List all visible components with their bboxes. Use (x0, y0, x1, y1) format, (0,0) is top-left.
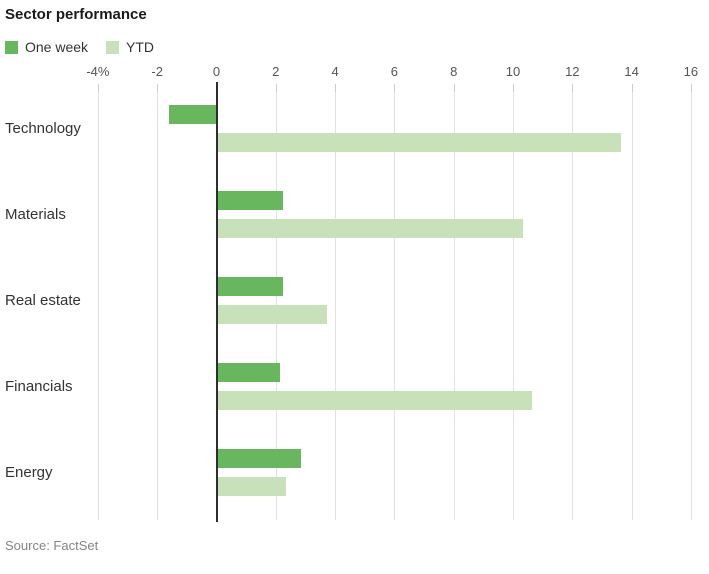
category-label-financials: Financials (5, 377, 73, 395)
x-tick-mark-10 (513, 84, 514, 92)
gridline--2 (157, 92, 159, 520)
x-tick-label-6: 6 (390, 64, 398, 79)
legend-label-one-week: One week (25, 39, 89, 55)
gridline-8 (453, 92, 455, 520)
legend-swatch-one-week (5, 40, 18, 54)
bar-ytd-energy (217, 477, 286, 496)
legend-swatch-ytd (106, 40, 120, 54)
x-tick-mark-6 (394, 84, 396, 92)
x-tick-label-16: 16 (683, 64, 699, 79)
x-tick-mark-2 (275, 84, 277, 92)
bar-ytd-technology (217, 133, 621, 152)
gridline-12 (572, 92, 574, 520)
category-label-real-estate: Real estate (5, 291, 81, 309)
chart-legend: One week YTD (5, 39, 154, 55)
category-label-technology: Technology (5, 119, 81, 137)
x-tick-label--2: -2 (151, 64, 163, 79)
gridline-10 (513, 92, 514, 520)
x-tick-mark-16 (690, 84, 692, 92)
gridline-6 (394, 92, 396, 520)
bar-one-week-materials (217, 191, 283, 210)
category-label-materials: Materials (5, 205, 66, 223)
bar-ytd-real-estate (217, 305, 328, 324)
x-tick-label-14: 14 (624, 64, 639, 79)
x-tick-mark-4 (335, 84, 337, 92)
bar-one-week-financials (217, 363, 280, 382)
x-tick-mark--4 (97, 84, 99, 92)
legend-item-one-week: One week (5, 39, 88, 55)
bar-one-week-technology (169, 105, 217, 124)
x-tick-mark-8 (453, 84, 455, 92)
gridline-4 (335, 92, 337, 520)
x-tick-label-10: 10 (505, 64, 521, 79)
category-label-energy: Energy (5, 463, 53, 481)
chart-title: Sector performance (5, 6, 147, 23)
x-tick-label-0: 0 (212, 64, 221, 79)
x-tick-label--4: -4% (86, 64, 110, 79)
legend-label-ytd: YTD (126, 39, 155, 55)
gridline-16 (690, 92, 692, 520)
x-tick-label-4: 4 (331, 64, 339, 79)
bar-one-week-real-estate (217, 277, 283, 296)
bar-ytd-financials (217, 391, 532, 410)
x-tick-mark-12 (572, 84, 574, 92)
x-tick-mark-14 (631, 84, 633, 92)
bar-one-week-energy (217, 449, 301, 468)
gridline-14 (631, 92, 633, 520)
bar-ytd-materials (217, 219, 523, 238)
legend-item-ytd: YTD (106, 39, 154, 55)
gridline--4 (97, 92, 99, 520)
x-tick-mark--2 (157, 84, 159, 92)
source-note: Source: FactSet (5, 538, 99, 553)
x-tick-label-12: 12 (565, 64, 580, 79)
zero-baseline (215, 82, 218, 522)
x-tick-label-2: 2 (272, 64, 280, 79)
x-tick-label-8: 8 (450, 64, 458, 79)
